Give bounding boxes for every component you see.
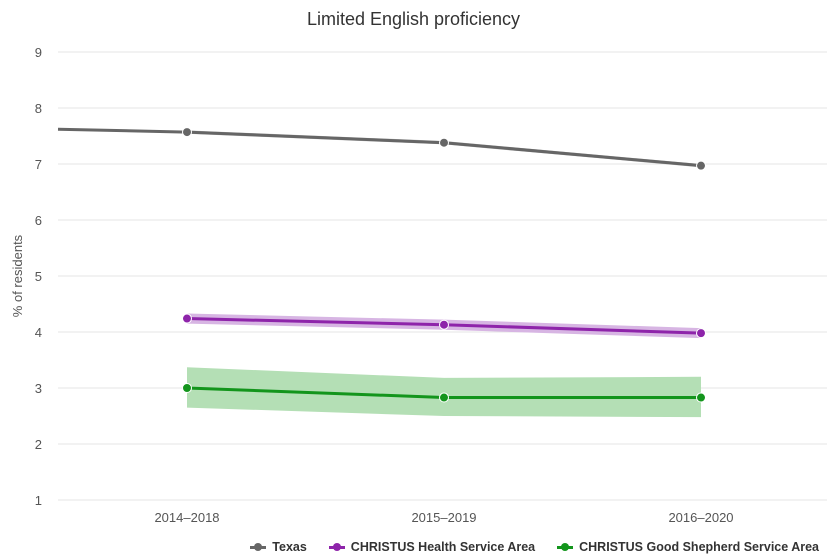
x-tick-label: 2015–2019 [411,510,476,525]
y-tick-label: 4 [35,325,42,340]
point-christus-good-shepherd-service-area[interactable] [696,392,706,403]
legend-swatch [557,542,574,552]
y-tick-label: 9 [35,45,42,60]
y-tick-label: 8 [35,101,42,116]
legend-label: CHRISTUS Health Service Area [350,540,536,554]
grid-layer [58,51,827,501]
y-tick-label: 3 [35,381,42,396]
point-texas[interactable] [439,137,449,148]
point-christus-health-service-area[interactable] [696,328,706,339]
x-tick-label: 2016–2020 [668,510,733,525]
point-christus-good-shepherd-service-area[interactable] [182,383,192,393]
chart-title: Limited English proficiency [306,9,521,29]
legend-swatch [328,542,345,552]
legend-item[interactable]: CHRISTUS Health Service Area [328,540,536,554]
point-christus-health-service-area[interactable] [439,319,449,330]
chart-canvas: 1 2 3 4 5 6 7 8 9 2014–2018 2015–2019 2016–2020 % … [10,45,827,525]
y-axis-ticks: 1 2 3 4 5 6 7 8 9 [35,45,42,508]
legend-label: CHRISTUS Good Shepherd Service Area [579,540,819,554]
x-tick-label: 2014–2018 [154,510,219,525]
legend-item[interactable]: CHRISTUS Good Shepherd Service Area [557,540,819,554]
point-texas[interactable] [696,160,706,171]
y-tick-label: 1 [35,493,42,508]
point-texas[interactable] [182,127,192,138]
point-christus-health-service-area[interactable] [182,313,192,324]
y-tick-label: 2 [35,437,42,452]
legend: Texas CHRISTUS Health Service Area CHRISTU… [0,537,827,557]
band-christus-good-shepherd-service-area [187,367,701,418]
y-axis-title: % of residents [10,234,25,317]
legend-label: Texas [272,540,307,554]
legend-swatch [250,542,267,552]
y-tick-label: 5 [35,269,42,284]
line-texas [57,127,702,168]
legend-item[interactable]: Texas [250,540,307,554]
point-christus-good-shepherd-service-area[interactable] [439,392,449,403]
x-axis-ticks: 2014–2018 2015–2019 2016–2020 [154,510,733,525]
band-layer [187,130,701,418]
y-tick-label: 6 [35,213,42,228]
line-layer [57,127,702,400]
point-layer [182,127,706,403]
y-tick-label: 7 [35,157,42,172]
